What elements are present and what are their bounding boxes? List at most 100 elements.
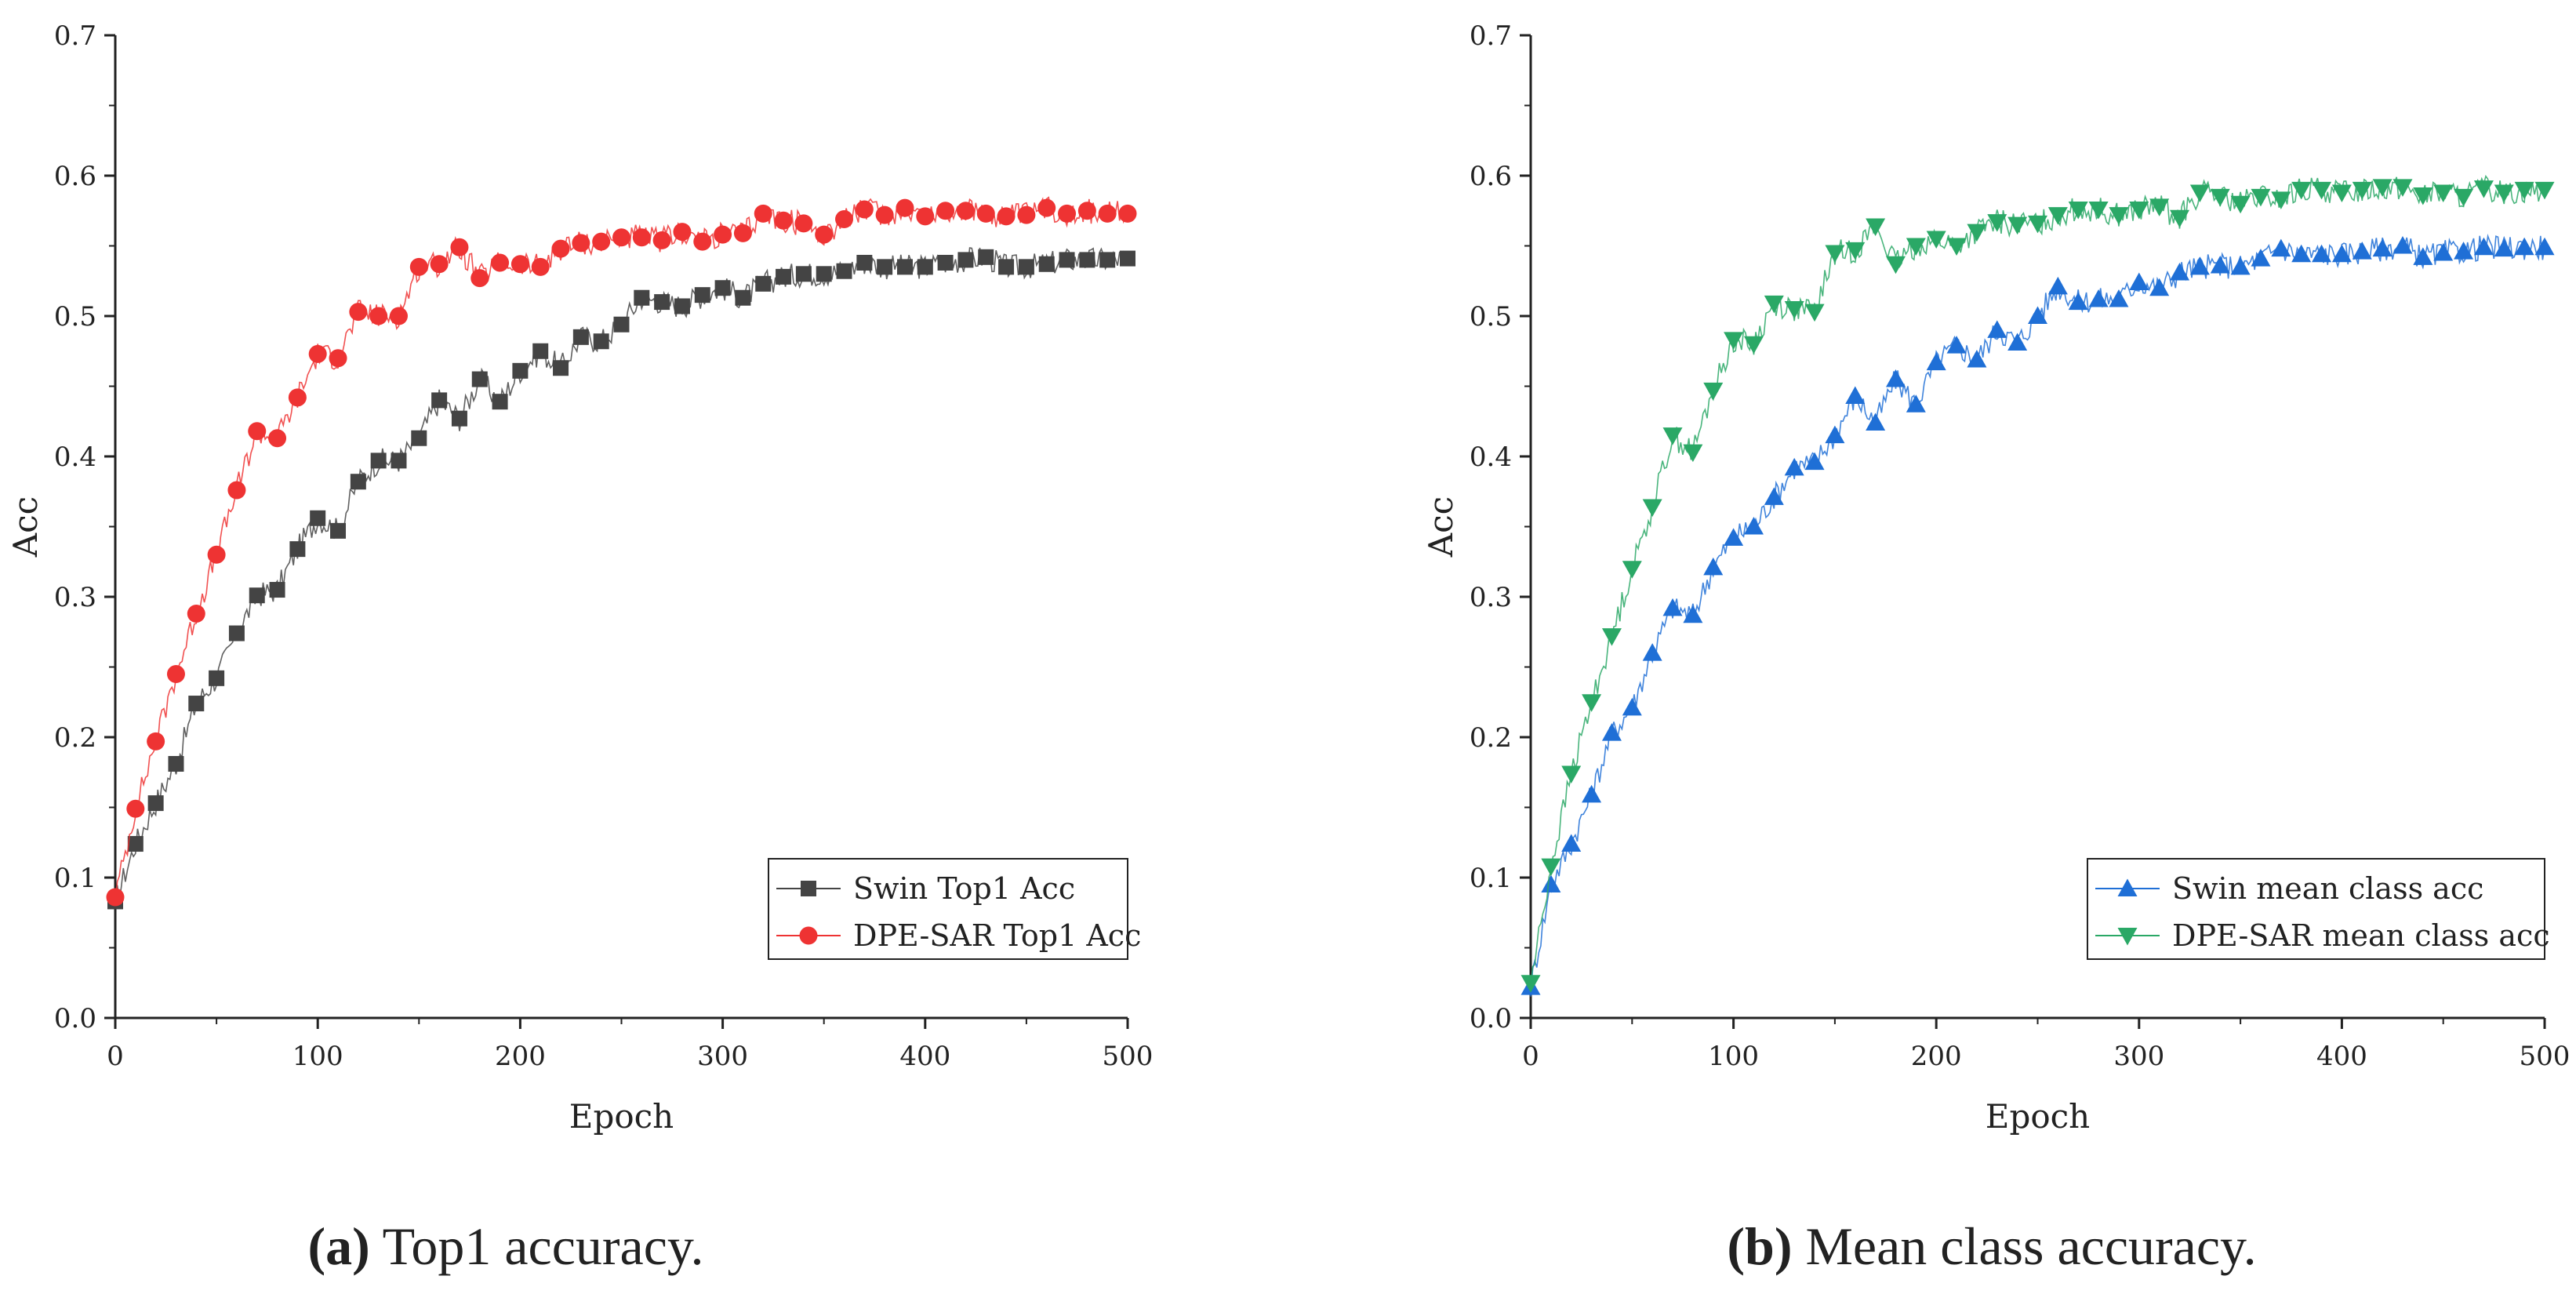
data-point-series-0 — [1724, 528, 1744, 546]
data-point-series-0 — [2312, 244, 2332, 263]
data-point-series-1 — [1642, 499, 1662, 517]
data-point-series-0 — [228, 625, 245, 642]
data-point-series-1 — [936, 202, 955, 220]
data-point-series-0 — [2251, 249, 2271, 267]
data-point-series-1 — [1703, 382, 1724, 401]
data-point-series-1 — [997, 207, 1016, 226]
data-point-series-0 — [269, 582, 285, 598]
data-point-series-0 — [896, 259, 913, 275]
data-point-series-0 — [2007, 333, 2028, 351]
data-point-series-1 — [652, 231, 671, 249]
data-point-series-0 — [2210, 256, 2230, 274]
data-point-series-0 — [2433, 242, 2454, 261]
data-point-series-0 — [714, 280, 731, 296]
data-point-series-1 — [754, 204, 772, 223]
data-point-series-1 — [2047, 207, 2068, 225]
data-point-series-1 — [2433, 184, 2454, 202]
data-point-series-1 — [450, 238, 469, 256]
data-point-series-0 — [411, 430, 427, 446]
data-point-series-1 — [308, 344, 327, 363]
y-tick-label: 0.2 — [54, 722, 96, 754]
data-point-series-1 — [551, 239, 570, 258]
data-point-series-1 — [288, 388, 307, 407]
data-point-series-0 — [694, 287, 710, 304]
data-point-series-0 — [2393, 236, 2413, 254]
chart-panel-top1: 0.0 0.1 0.2 0.3 0.4 0.5 0.6 0.7 0 100 200 300 400 500… — [6, 20, 1153, 1136]
data-point-series-0 — [735, 289, 751, 306]
data-point-series-1 — [2028, 215, 2047, 234]
legend-label-0: Swin mean class acc — [2172, 871, 2483, 906]
data-point-series-0 — [2047, 276, 2068, 295]
data-point-series-0 — [1866, 413, 1886, 431]
data-point-series-0 — [2109, 289, 2129, 307]
x-tick-label: 400 — [899, 1041, 950, 1072]
data-point-series-0 — [209, 670, 225, 686]
data-point-series-0 — [553, 360, 569, 376]
data-point-series-1 — [1098, 204, 1117, 223]
x-tick-label: 0 — [107, 1041, 124, 1072]
data-point-series-0 — [147, 795, 164, 812]
x-tick-label: 200 — [1911, 1041, 1962, 1072]
data-point-series-1 — [2393, 179, 2413, 197]
legend-marker-0 — [2117, 878, 2138, 896]
data-point-series-0 — [1743, 517, 1764, 535]
data-point-series-1 — [1946, 238, 1967, 256]
data-point-series-1 — [329, 349, 347, 368]
data-point-series-1 — [592, 232, 611, 251]
data-point-series-0 — [2271, 238, 2291, 257]
data-point-series-1 — [187, 604, 205, 623]
data-point-series-1 — [1521, 975, 1541, 993]
data-point-series-0 — [1079, 252, 1095, 268]
data-point-series-1 — [1561, 765, 1582, 784]
data-point-series-0 — [2352, 242, 2372, 260]
data-point-series-0 — [1784, 457, 1804, 476]
data-point-series-1 — [835, 209, 854, 228]
data-point-series-1 — [2251, 188, 2271, 207]
data-point-series-1 — [2210, 188, 2230, 207]
data-point-series-1 — [1926, 231, 1946, 249]
data-point-series-0 — [127, 836, 144, 852]
data-point-series-1 — [572, 234, 590, 253]
data-point-series-1 — [227, 481, 246, 500]
data-point-series-0 — [877, 259, 893, 275]
data-point-series-1 — [126, 799, 145, 818]
x-tick-label: 200 — [495, 1041, 546, 1072]
data-point-series-1 — [632, 228, 651, 247]
data-point-series-0 — [1541, 874, 1561, 892]
data-point-series-1 — [956, 202, 975, 220]
data-point-series-0 — [1845, 386, 1866, 405]
data-point-series-1 — [2291, 181, 2312, 200]
data-point-series-1 — [531, 257, 550, 276]
data-point-series-1 — [855, 200, 874, 219]
data-point-series-1 — [612, 228, 630, 247]
data-point-series-0 — [836, 263, 852, 279]
data-point-series-1 — [1118, 204, 1137, 223]
data-point-series-1 — [207, 545, 226, 564]
data-point-series-0 — [776, 268, 792, 285]
data-point-series-1 — [491, 253, 510, 272]
data-point-series-0 — [957, 252, 974, 268]
data-point-series-0 — [1825, 425, 1845, 444]
data-point-series-0 — [2331, 244, 2352, 263]
data-point-series-1 — [1906, 238, 1926, 256]
data-point-series-0 — [1099, 252, 1116, 268]
legend-box — [2087, 858, 2545, 960]
x-axis-label: Epoch — [1986, 1097, 2090, 1136]
y-tick-label: 0.4 — [1470, 442, 1512, 473]
data-point-series-0 — [1601, 723, 1622, 741]
data-point-series-1 — [2514, 181, 2534, 200]
data-point-series-0 — [1120, 250, 1135, 267]
data-point-series-0 — [1764, 487, 1784, 505]
data-point-series-0 — [1622, 697, 1642, 716]
data-point-series-1 — [2473, 180, 2494, 198]
data-point-series-1 — [1601, 628, 1622, 646]
y-tick-label: 0.5 — [54, 301, 96, 333]
data-point-series-0 — [2170, 263, 2190, 281]
caption-a-letter: (a) — [308, 1216, 370, 1276]
data-point-series-1 — [2372, 179, 2393, 197]
y-tick-label: 0.2 — [1470, 722, 1512, 754]
data-point-series-0 — [2494, 238, 2514, 257]
data-point-series-0 — [2473, 237, 2494, 256]
data-point-series-1 — [1885, 256, 1906, 274]
